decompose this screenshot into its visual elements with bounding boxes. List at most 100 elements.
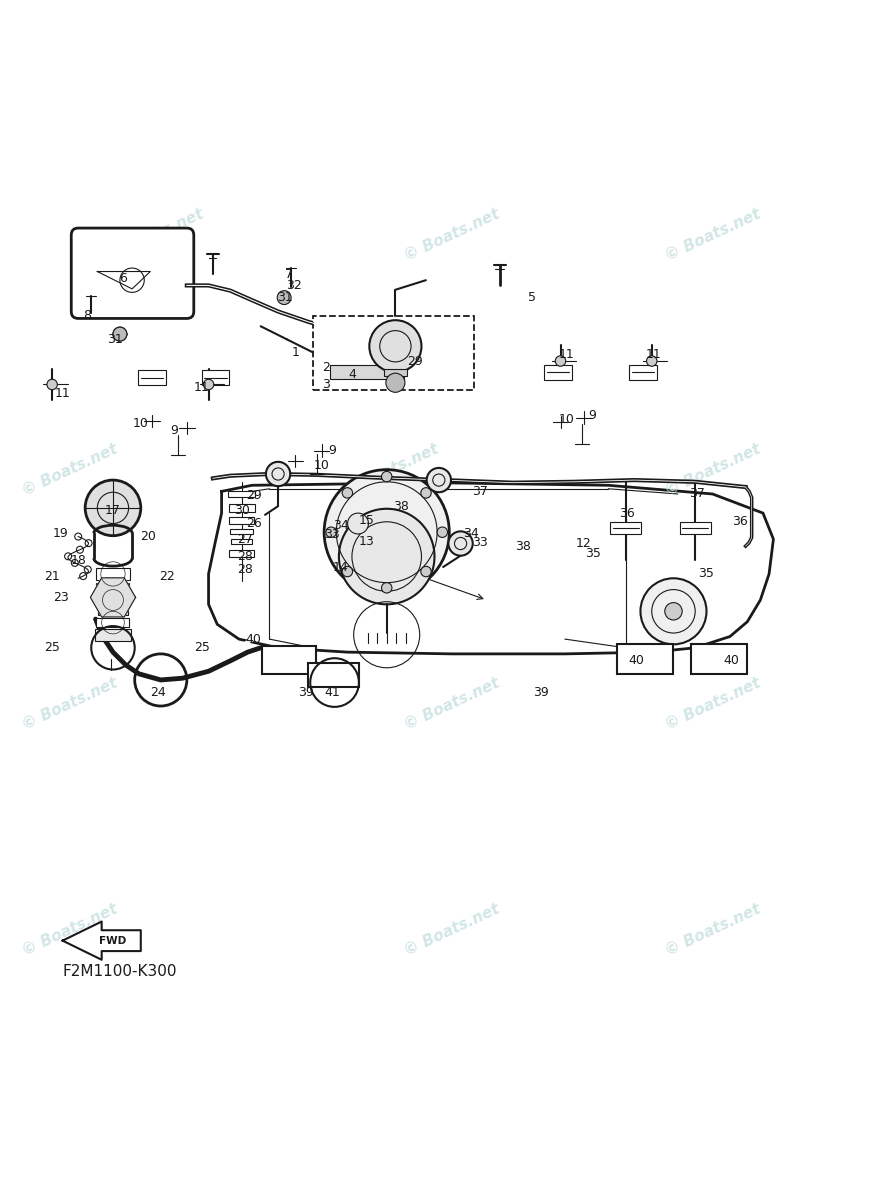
Text: 11: 11 — [646, 348, 661, 360]
Bar — [96, 618, 129, 626]
Polygon shape — [209, 482, 773, 654]
Bar — [229, 550, 254, 557]
Text: 8: 8 — [83, 310, 91, 323]
Circle shape — [85, 480, 141, 535]
Bar — [228, 491, 255, 498]
Text: 12: 12 — [576, 538, 592, 550]
Text: 39: 39 — [298, 686, 314, 700]
Circle shape — [47, 379, 57, 390]
Text: 25: 25 — [44, 641, 60, 654]
Text: 36: 36 — [620, 506, 635, 520]
Text: 19: 19 — [53, 527, 69, 540]
Text: 40: 40 — [628, 654, 644, 667]
Text: 34: 34 — [333, 518, 348, 532]
Bar — [691, 644, 747, 674]
Text: F2M1100-K300: F2M1100-K300 — [63, 965, 177, 979]
Bar — [231, 539, 252, 545]
Circle shape — [342, 566, 353, 577]
Circle shape — [555, 356, 566, 366]
Text: 35: 35 — [585, 547, 600, 560]
Text: 1: 1 — [291, 346, 300, 359]
Polygon shape — [63, 922, 141, 960]
Text: © Boats.net: © Boats.net — [401, 676, 502, 733]
Text: 13: 13 — [359, 535, 375, 548]
Text: 14: 14 — [333, 562, 348, 575]
Text: 30: 30 — [234, 504, 249, 517]
Text: 23: 23 — [53, 590, 69, 604]
Circle shape — [640, 578, 706, 644]
Circle shape — [342, 487, 353, 498]
Circle shape — [277, 290, 291, 305]
Text: 39: 39 — [533, 686, 548, 700]
Text: 15: 15 — [359, 514, 375, 527]
Text: 37: 37 — [689, 487, 705, 500]
Bar — [629, 365, 657, 380]
Text: 31: 31 — [107, 332, 123, 346]
Polygon shape — [90, 578, 136, 617]
Text: © Boats.net: © Boats.net — [662, 206, 763, 264]
Circle shape — [421, 566, 431, 577]
Text: © Boats.net: © Boats.net — [19, 901, 120, 959]
Text: 40: 40 — [246, 632, 262, 646]
Text: 26: 26 — [246, 517, 262, 530]
Text: 6: 6 — [119, 272, 128, 284]
Circle shape — [203, 379, 214, 390]
Bar — [138, 370, 166, 385]
Text: FWD: FWD — [99, 936, 127, 946]
Bar — [330, 365, 404, 379]
FancyBboxPatch shape — [71, 228, 194, 318]
Text: 36: 36 — [733, 515, 748, 528]
Bar — [229, 504, 255, 512]
Text: 11: 11 — [194, 380, 209, 394]
Text: 38: 38 — [394, 499, 409, 512]
Circle shape — [381, 472, 392, 482]
Circle shape — [421, 487, 431, 498]
Circle shape — [324, 469, 449, 595]
Bar — [544, 365, 572, 380]
Text: 20: 20 — [140, 530, 156, 544]
Text: © Boats.net: © Boats.net — [19, 440, 120, 498]
Text: 11: 11 — [559, 348, 574, 360]
Circle shape — [427, 468, 451, 492]
Text: © Boats.net: © Boats.net — [662, 901, 763, 959]
Circle shape — [369, 320, 421, 372]
Circle shape — [386, 373, 405, 392]
Text: 28: 28 — [237, 563, 253, 576]
Text: 18: 18 — [70, 554, 86, 568]
Text: 28: 28 — [237, 550, 253, 563]
Text: 5: 5 — [527, 292, 536, 304]
Text: 33: 33 — [324, 528, 340, 541]
Bar — [97, 596, 129, 604]
Text: 25: 25 — [194, 641, 209, 654]
Circle shape — [665, 602, 682, 620]
Text: 9: 9 — [328, 444, 336, 457]
Text: 29: 29 — [246, 490, 262, 503]
Text: 9: 9 — [588, 409, 597, 422]
Text: 9: 9 — [169, 424, 178, 437]
Circle shape — [339, 509, 434, 605]
Bar — [98, 607, 128, 616]
Circle shape — [381, 583, 392, 593]
Bar — [262, 646, 316, 674]
Circle shape — [278, 292, 290, 304]
Text: © Boats.net: © Boats.net — [106, 206, 207, 264]
Bar — [313, 316, 474, 390]
Circle shape — [326, 527, 336, 538]
Bar — [202, 370, 229, 385]
Text: 40: 40 — [724, 654, 740, 667]
Text: 7: 7 — [284, 268, 293, 281]
Text: 24: 24 — [150, 686, 166, 700]
Text: 27: 27 — [237, 533, 253, 546]
Text: 11: 11 — [55, 386, 70, 400]
Text: 17: 17 — [105, 504, 121, 517]
Bar — [617, 644, 673, 674]
Bar — [384, 368, 407, 376]
Text: 10: 10 — [314, 458, 329, 472]
Text: 32: 32 — [286, 278, 302, 292]
Text: 21: 21 — [44, 570, 60, 583]
Bar — [610, 522, 641, 534]
Text: © Boats.net: © Boats.net — [662, 440, 763, 498]
Bar — [230, 529, 253, 534]
Text: 10: 10 — [133, 418, 149, 430]
Bar — [96, 568, 130, 580]
